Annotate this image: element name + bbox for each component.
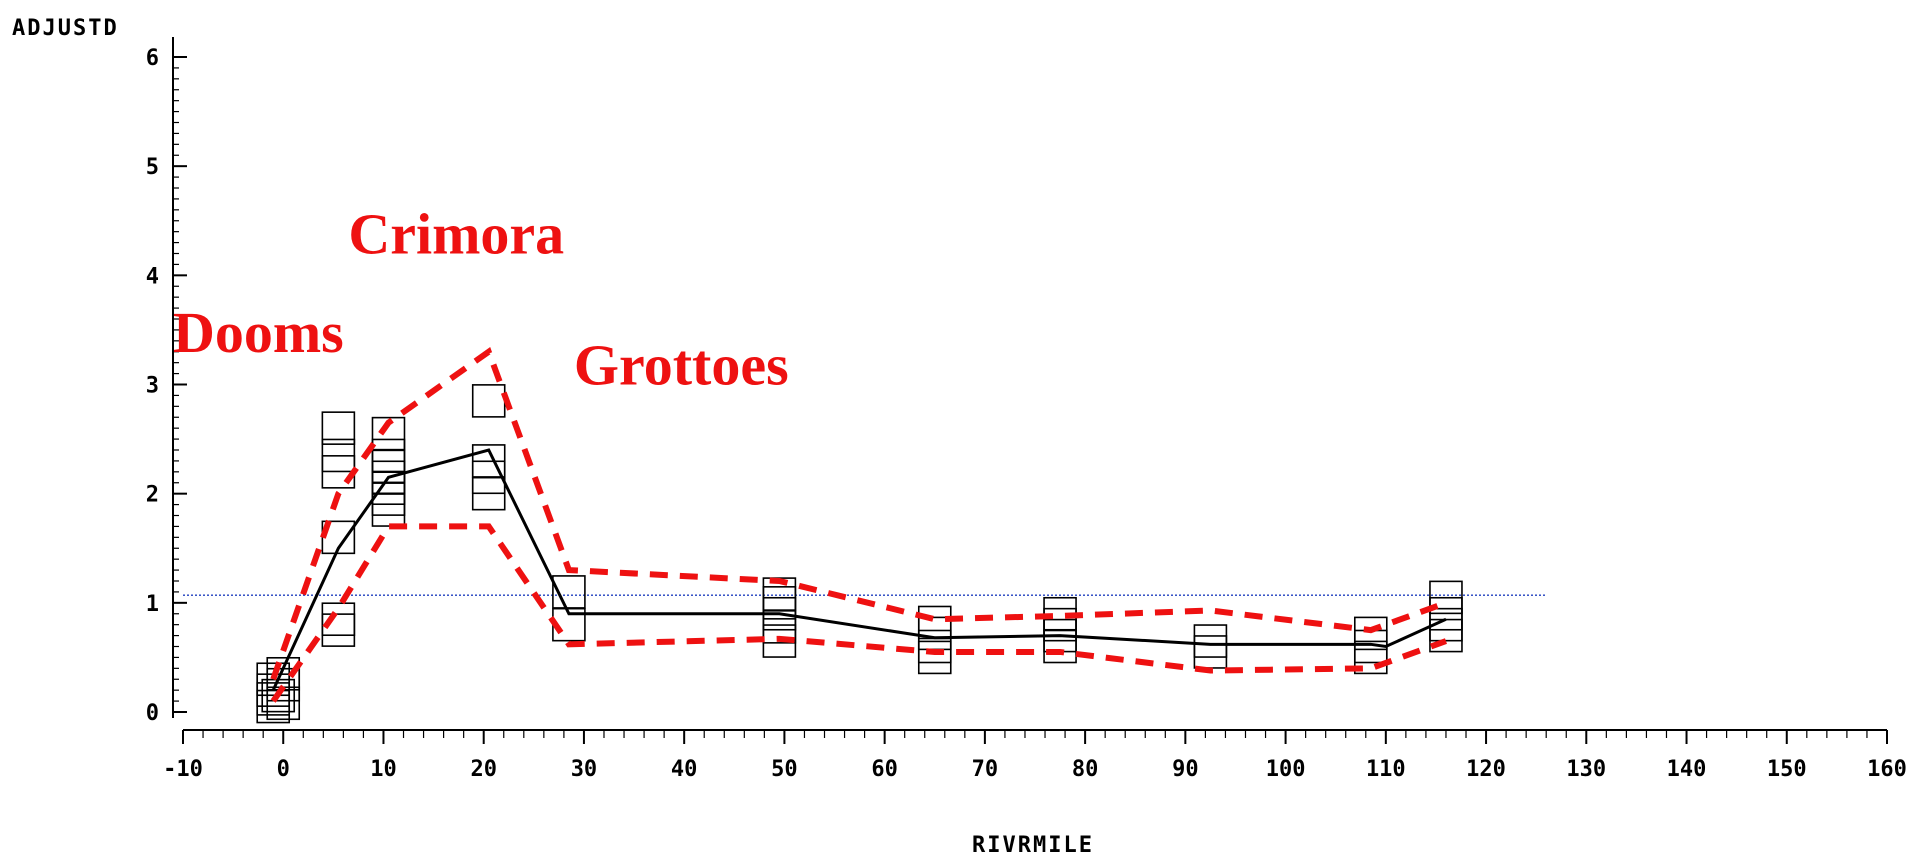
data-point: [321, 411, 356, 445]
band-line: [270, 347, 1447, 681]
series-lines: [270, 347, 1447, 703]
x-tick-label: 150: [1767, 757, 1807, 782]
x-tick-label: 50: [771, 757, 798, 782]
annotation-label: Grottoes: [574, 333, 789, 398]
data-point: [321, 613, 356, 647]
x-tick-label: 90: [1172, 757, 1199, 782]
data-point: [1429, 580, 1463, 615]
x-tick-label: 70: [972, 757, 999, 782]
x-tick-label: 140: [1667, 757, 1707, 782]
y-tick-label: 4: [146, 264, 159, 289]
x-axis-title: RIVRMILE: [972, 833, 1094, 858]
y-tick-label: 6: [146, 46, 159, 71]
x-tick-label: 160: [1867, 757, 1907, 782]
data-point: [1353, 616, 1388, 651]
mean-line: [271, 448, 1447, 691]
data-point: [917, 616, 952, 651]
x-tick-label: 30: [571, 757, 598, 782]
y-axis-title: ADJUSTD: [12, 16, 119, 41]
data-point: [371, 438, 406, 473]
x-tick-label: 110: [1366, 757, 1406, 782]
data-point: [371, 482, 406, 516]
data-point: [471, 384, 506, 418]
x-tick-label: 60: [871, 757, 898, 782]
data-points: [256, 384, 1463, 724]
x-tick-label: 0: [277, 757, 290, 782]
annotation-label: Dooms: [173, 300, 344, 365]
x-tick-label: -10: [163, 757, 203, 782]
data-point: [321, 602, 356, 637]
x-tick-label: 40: [671, 757, 698, 782]
x-tick-label: 80: [1072, 757, 1099, 782]
y-tick-label: 5: [146, 155, 159, 180]
y-tick-label: 1: [146, 592, 159, 617]
data-point: [1193, 635, 1228, 669]
x-tick-label: 130: [1566, 757, 1606, 782]
y-tick-label: 3: [146, 374, 159, 399]
data-point: [371, 493, 406, 527]
data-point: [552, 575, 586, 609]
band-line: [270, 523, 1447, 703]
axes: 0 1 2 3 4 5 6 -10 0 10 20 30 40 50 60 70 80 90 100 110 120 13…: [146, 37, 1907, 782]
data-point: [917, 605, 952, 640]
x-tick-label: 20: [470, 757, 497, 782]
x-tick-label: 100: [1266, 757, 1306, 782]
data-point: [371, 416, 406, 451]
y-tick-label: 2: [146, 483, 159, 508]
y-tick-label: 0: [146, 701, 159, 726]
x-tick-label: 120: [1466, 757, 1506, 782]
x-tick-label: 10: [370, 757, 397, 782]
data-point: [1193, 624, 1228, 658]
data-point: [321, 438, 356, 473]
annotation-label: Crimora: [348, 202, 564, 267]
data-point: [471, 444, 506, 478]
data-point: [917, 640, 952, 675]
